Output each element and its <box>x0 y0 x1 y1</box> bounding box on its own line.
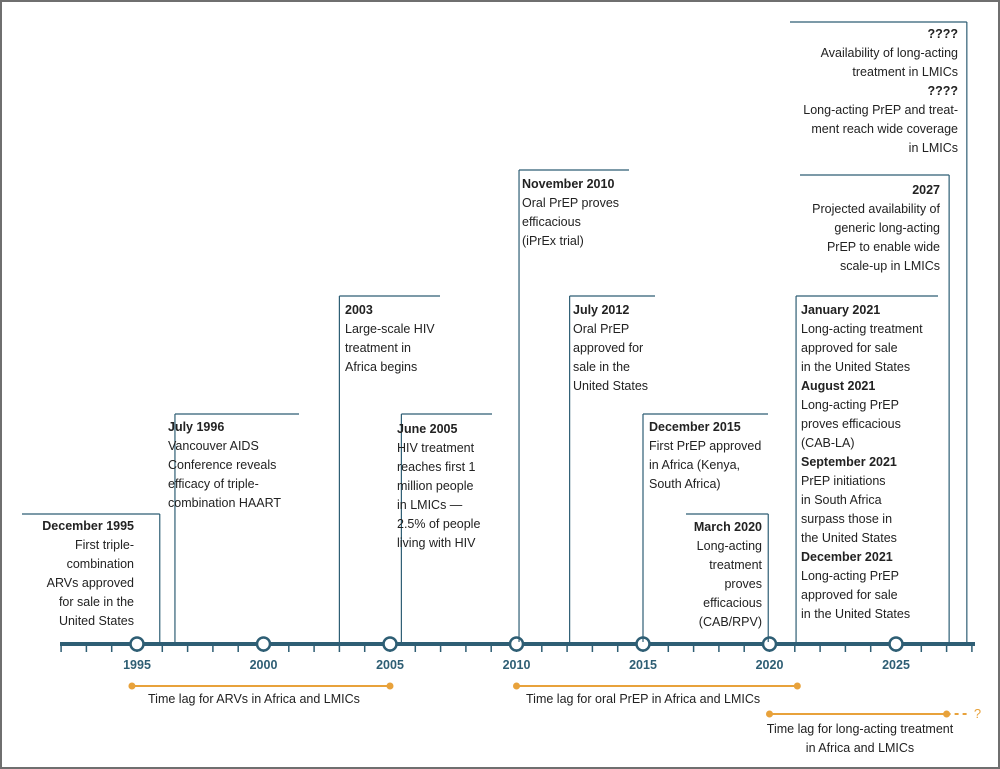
event-dec1995: December 1995 First triple- combination … <box>42 519 134 628</box>
event-2027: 2027 Projected availability of generic l… <box>812 183 940 273</box>
event-nov2010: November 2010 Oral PrEP proves efficacio… <box>522 177 620 248</box>
event-2003: 2003 Large-scale HIV treatment in Africa… <box>345 303 435 374</box>
lag-start-long <box>766 710 773 718</box>
lag-label-oral: Time lag for oral PrEP in Africa and LMI… <box>526 692 761 706</box>
year-label-2015: 2015 <box>629 658 657 672</box>
year-marker-2010 <box>508 636 525 652</box>
event-jul2012: July 2012 Oral PrEP approved for sale in… <box>573 303 649 393</box>
year-label-2025: 2025 <box>882 658 910 672</box>
lag-label-long: Time lag for long-acting treatment in Af… <box>766 722 954 755</box>
year-label-2000: 2000 <box>250 658 278 672</box>
year-marker-2025 <box>888 636 904 652</box>
lag-marker-long: ? <box>974 706 981 721</box>
year-label-2005: 2005 <box>376 658 404 672</box>
year-marker-2020 <box>761 636 778 652</box>
year-marker-2000 <box>255 636 272 652</box>
event-unknown-group: ???? Availability of long-acting treatme… <box>803 27 958 155</box>
event-jun2005: June 2005 HIV treatment reaches first 1 … <box>397 422 481 550</box>
year-label-2010: 2010 <box>503 658 531 672</box>
lag-start-oral <box>513 682 520 690</box>
event-2021-group: January 2021 Long-acting treatment appro… <box>801 303 923 621</box>
lag-end-oral <box>793 682 801 690</box>
lag-label-arv: Time lag for ARVs in Africa and LMICs <box>148 692 360 706</box>
event-mar2020: March 2020 Long-acting treatment proves … <box>693 520 762 629</box>
lag-start-arv <box>128 682 136 690</box>
event-dec2015: December 2015 First PrEP approved in Afr… <box>649 420 762 491</box>
year-marker-1995 <box>129 636 145 652</box>
event-jul1996: July 1996 Vancouver AIDS Conference reve… <box>168 420 282 510</box>
year-label-2020: 2020 <box>756 658 784 672</box>
year-label-1995: 1995 <box>123 658 151 672</box>
lag-end-arv <box>386 682 394 690</box>
year-marker-2005 <box>382 636 398 652</box>
